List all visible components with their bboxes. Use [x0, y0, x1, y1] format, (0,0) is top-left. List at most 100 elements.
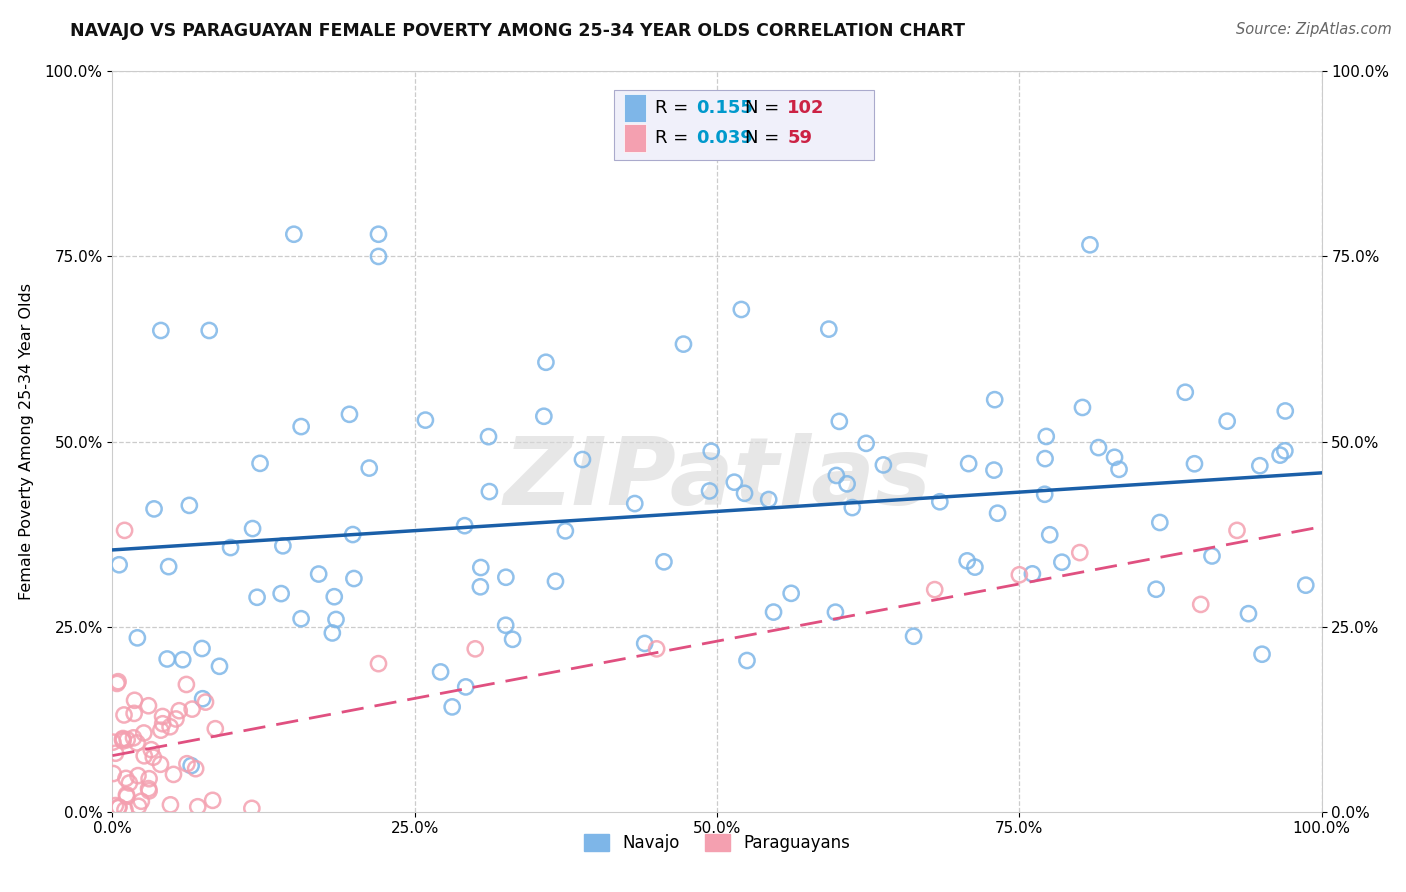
Point: [495, 618, 517, 632]
Point: [841, 500, 863, 515]
Point: [159, 720, 181, 734]
Point: [249, 456, 271, 470]
Point: [114, 524, 136, 538]
Point: [162, 767, 184, 781]
Point: [1087, 441, 1109, 455]
Point: [107, 674, 129, 689]
Point: [872, 458, 894, 472]
Point: [115, 732, 138, 747]
Point: [118, 776, 141, 790]
Point: [1251, 647, 1274, 661]
Point: [290, 419, 312, 434]
Point: [1249, 458, 1271, 473]
Point: [735, 654, 758, 668]
Point: [125, 736, 148, 750]
Point: [1033, 487, 1056, 501]
Point: [478, 484, 501, 499]
Point: [325, 612, 347, 626]
Point: [464, 641, 486, 656]
Point: [1050, 555, 1073, 569]
Text: Source: ZipAtlas.com: Source: ZipAtlas.com: [1236, 22, 1392, 37]
Point: [198, 324, 221, 338]
Point: [104, 746, 127, 760]
Text: 0.039: 0.039: [696, 129, 754, 147]
Point: [700, 444, 723, 458]
Point: [367, 657, 389, 671]
Point: [963, 560, 986, 574]
Point: [544, 574, 567, 589]
Point: [1021, 566, 1043, 581]
Point: [780, 586, 803, 600]
Text: N =: N =: [745, 129, 785, 147]
Point: [179, 499, 201, 513]
Point: [101, 735, 124, 749]
Point: [105, 676, 128, 690]
Point: [201, 793, 224, 807]
Point: [152, 716, 174, 731]
Point: [634, 636, 657, 650]
Point: [172, 653, 194, 667]
Point: [107, 800, 129, 814]
Point: [167, 704, 190, 718]
Text: 0.155: 0.155: [696, 99, 754, 118]
Point: [758, 492, 780, 507]
Point: [1149, 516, 1171, 530]
Point: [1144, 582, 1167, 597]
Point: [165, 712, 187, 726]
Y-axis label: Female Poverty Among 25-34 Year Olds: Female Poverty Among 25-34 Year Olds: [18, 283, 34, 600]
Point: [1071, 401, 1094, 415]
Point: [987, 506, 1010, 520]
Point: [138, 784, 160, 798]
Point: [152, 709, 174, 723]
Point: [246, 591, 269, 605]
Point: [1237, 607, 1260, 621]
Point: [194, 695, 217, 709]
Text: ZIPatlas: ZIPatlas: [503, 433, 931, 524]
Point: [1274, 404, 1296, 418]
Point: [623, 497, 645, 511]
Point: [204, 722, 226, 736]
Point: [1201, 549, 1223, 563]
Point: [734, 486, 756, 500]
Point: [924, 582, 946, 597]
Point: [1035, 429, 1057, 443]
FancyBboxPatch shape: [614, 90, 875, 161]
Point: [1104, 450, 1126, 465]
Point: [131, 794, 153, 808]
Point: [928, 495, 950, 509]
Point: [477, 430, 499, 444]
Point: [817, 322, 839, 336]
Point: [149, 757, 172, 772]
Point: [184, 762, 207, 776]
Point: [699, 483, 721, 498]
Point: [825, 468, 848, 483]
Point: [1216, 414, 1239, 428]
Point: [156, 652, 179, 666]
Point: [283, 227, 305, 242]
Point: [824, 605, 846, 619]
Point: [645, 641, 668, 656]
Point: [191, 641, 214, 656]
Text: 59: 59: [787, 129, 813, 147]
Point: [502, 632, 524, 647]
Point: [343, 572, 366, 586]
Point: [652, 555, 675, 569]
Point: [454, 680, 477, 694]
Point: [983, 463, 1005, 477]
Point: [470, 560, 492, 574]
Point: [138, 772, 160, 786]
Point: [1295, 578, 1317, 592]
Point: [128, 799, 150, 814]
Point: [1174, 385, 1197, 400]
Point: [1033, 451, 1056, 466]
Point: [470, 580, 492, 594]
Text: N =: N =: [745, 99, 785, 118]
Point: [142, 750, 165, 764]
Text: NAVAJO VS PARAGUAYAN FEMALE POVERTY AMONG 25-34 YEAR OLDS CORRELATION CHART: NAVAJO VS PARAGUAYAN FEMALE POVERTY AMON…: [70, 22, 966, 40]
Point: [321, 626, 343, 640]
Point: [242, 522, 264, 536]
Point: [956, 554, 979, 568]
Point: [367, 227, 389, 242]
Point: [835, 476, 858, 491]
Point: [180, 758, 202, 772]
